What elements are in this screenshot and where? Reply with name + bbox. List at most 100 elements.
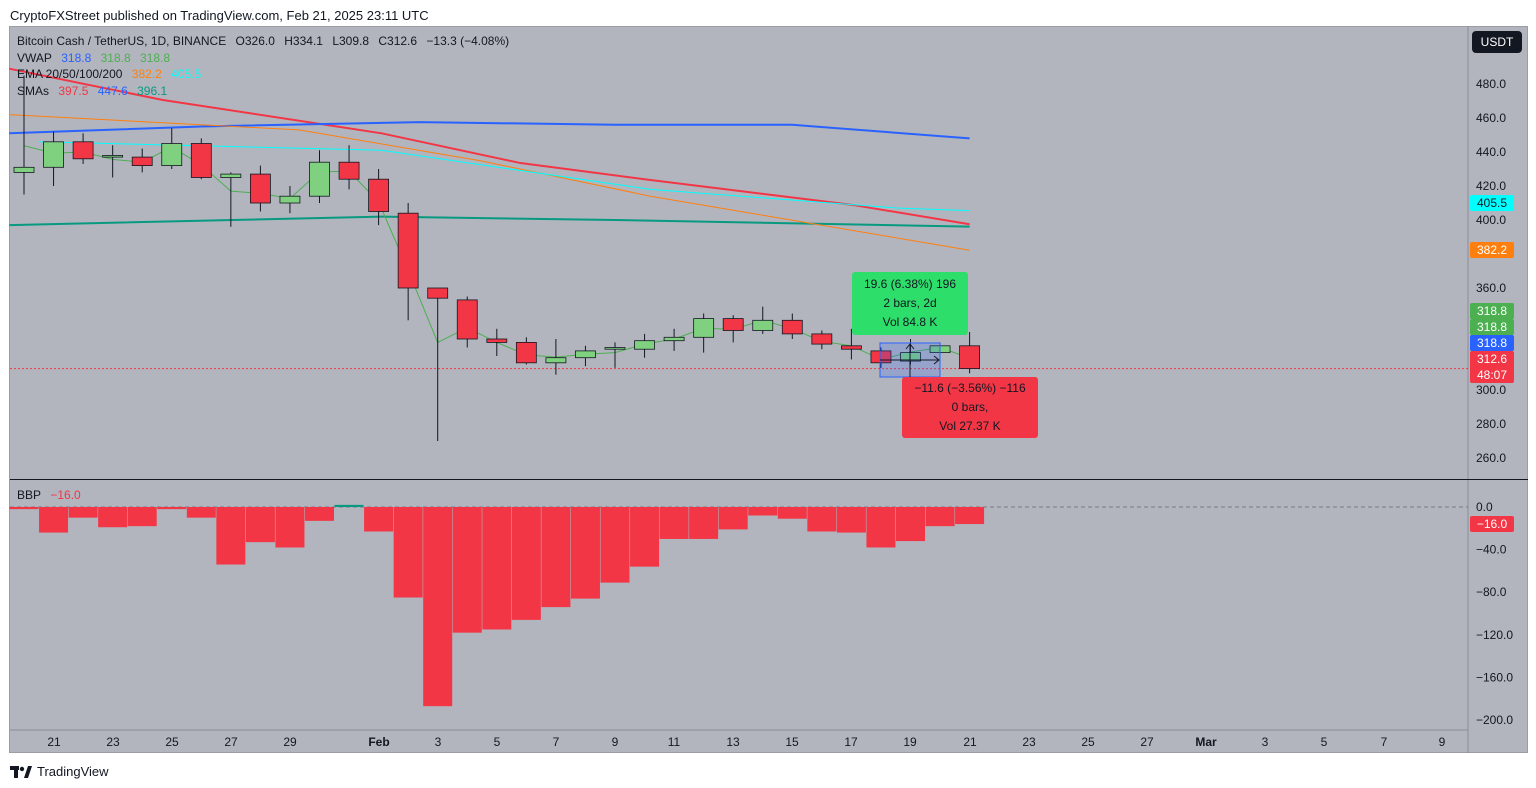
- candle: [634, 333, 655, 358]
- candle: [693, 313, 715, 353]
- ema-value: 405.5: [171, 67, 202, 81]
- measure-bars: 0 bars,: [951, 400, 989, 414]
- price-tag-last: 312.6: [1470, 351, 1514, 367]
- vwap-label: VWAP: [17, 51, 52, 65]
- candle: [161, 128, 183, 169]
- candle: [249, 165, 271, 212]
- candle-body: [959, 345, 980, 369]
- price-tick-label: 480.0: [1476, 77, 1506, 91]
- time-tick-label: 21: [963, 735, 977, 749]
- price-tick-label: 260.0: [1476, 451, 1506, 465]
- ema-legend[interactable]: EMA 20/50/100/200 382.2 405.5: [17, 67, 207, 81]
- symbol-name[interactable]: Bitcoin Cash / TetherUS, 1D, BINANCE: [17, 34, 227, 48]
- moving-average-line: [38, 141, 970, 212]
- tradingview-logo[interactable]: TradingView: [10, 764, 109, 779]
- bbp-bar: [186, 507, 216, 518]
- candle-body: [72, 141, 94, 160]
- candle-body: [604, 347, 626, 350]
- bbp-tick-label: −200.0: [1476, 713, 1513, 727]
- tradingview-brand: TradingView: [37, 764, 109, 779]
- bbp-legend[interactable]: BBP −16.0: [17, 488, 87, 502]
- candle-body: [841, 345, 862, 350]
- price-tick-label: 300.0: [1476, 383, 1506, 397]
- ohlc-low: L309.8: [332, 34, 370, 48]
- bbp-bar: [896, 507, 925, 542]
- sma-legend[interactable]: SMAs 397.5 447.6 396.1: [17, 84, 173, 98]
- bbp-tick-label: −80.0: [1476, 585, 1507, 599]
- candle-body: [338, 161, 360, 180]
- ohlc-change: −13.3 (−4.08%): [426, 34, 510, 48]
- candle-body: [279, 195, 301, 204]
- bbp-tag: −16.0: [1470, 516, 1514, 532]
- time-tick-label: 29: [283, 735, 297, 749]
- price-tick-label: 440.0: [1476, 145, 1506, 159]
- candle-body: [634, 340, 655, 350]
- price-tag-ema100: 382.2: [1470, 242, 1514, 258]
- bbp-tick-label: −40.0: [1476, 543, 1507, 557]
- candle-body: [161, 143, 183, 167]
- time-tick-label: 3: [435, 735, 442, 749]
- time-tick-label: 27: [224, 735, 238, 749]
- candle: [13, 75, 35, 195]
- bbp-bar: [334, 504, 364, 507]
- candle-body: [131, 156, 153, 167]
- candle: [427, 287, 449, 441]
- price-tag-vwap: 318.8: [1470, 303, 1514, 319]
- candle: [131, 148, 153, 173]
- candle-body: [43, 141, 64, 168]
- time-tick-label: 9: [1439, 735, 1446, 749]
- bbp-bar: [955, 507, 985, 525]
- candle-body: [368, 178, 390, 212]
- candle-body: [870, 350, 892, 364]
- price-tick-label: 280.0: [1476, 417, 1506, 431]
- candle: [456, 296, 478, 348]
- time-tick-label: 5: [1321, 735, 1328, 749]
- time-tick-label: 9: [612, 735, 619, 749]
- bbp-tick-label: −120.0: [1476, 628, 1513, 642]
- time-tick-label: 23: [106, 735, 120, 749]
- bbp-bar: [364, 507, 394, 532]
- candle-body: [693, 318, 715, 338]
- time-tick-label: 23: [1022, 735, 1036, 749]
- bbp-bar: [9, 507, 39, 510]
- bbp-bar: [68, 507, 98, 518]
- candle: [575, 345, 596, 367]
- bbp-bar: [275, 507, 305, 548]
- bbp-bar: [689, 507, 719, 539]
- bbp-bar: [777, 507, 807, 519]
- bbp-bar: [570, 507, 600, 599]
- time-tick-label: 7: [1381, 735, 1388, 749]
- candle-body: [102, 154, 124, 158]
- measure-bars: 2 bars, 2d: [883, 296, 937, 310]
- candle-body: [397, 212, 419, 289]
- bbp-bar: [393, 507, 423, 598]
- measure-down-label: −11.6 (−3.56%) −116 0 bars, Vol 27.37 K: [902, 377, 1038, 438]
- symbol-legend: Bitcoin Cash / TetherUS, 1D, BINANCE O32…: [17, 34, 515, 48]
- candle: [102, 145, 124, 178]
- bbp-bar: [423, 507, 453, 707]
- candle: [781, 313, 803, 339]
- moving-average-line: [9, 215, 970, 228]
- currency-button[interactable]: USDT: [1472, 31, 1522, 53]
- bbp-bar: [216, 507, 246, 565]
- time-tick-label: 19: [903, 735, 917, 749]
- bbp-bar: [541, 507, 571, 608]
- time-tick-label: 7: [553, 735, 560, 749]
- time-tick-label: 15: [785, 735, 799, 749]
- published-caption: CryptoFXStreet published on TradingView.…: [10, 8, 429, 23]
- bbp-bar: [482, 507, 512, 630]
- bbp-bar: [98, 507, 128, 528]
- vwap-line: [23, 145, 970, 360]
- vwap-legend[interactable]: VWAP 318.8 318.8 318.8: [17, 51, 176, 65]
- bbp-bar: [600, 507, 630, 583]
- candle: [190, 138, 212, 180]
- time-tick-label: 3: [1262, 735, 1269, 749]
- measure-change: −11.6 (−3.56%) −116: [914, 381, 1026, 395]
- candle: [486, 328, 508, 356]
- sma-value: 397.5: [58, 84, 89, 98]
- candle: [545, 339, 567, 375]
- measure-up-label: 19.6 (6.38%) 196 2 bars, 2d Vol 84.8 K: [852, 272, 968, 335]
- vwap-value: 318.8: [140, 51, 171, 65]
- bbp-tick-label: 0.0: [1476, 500, 1493, 514]
